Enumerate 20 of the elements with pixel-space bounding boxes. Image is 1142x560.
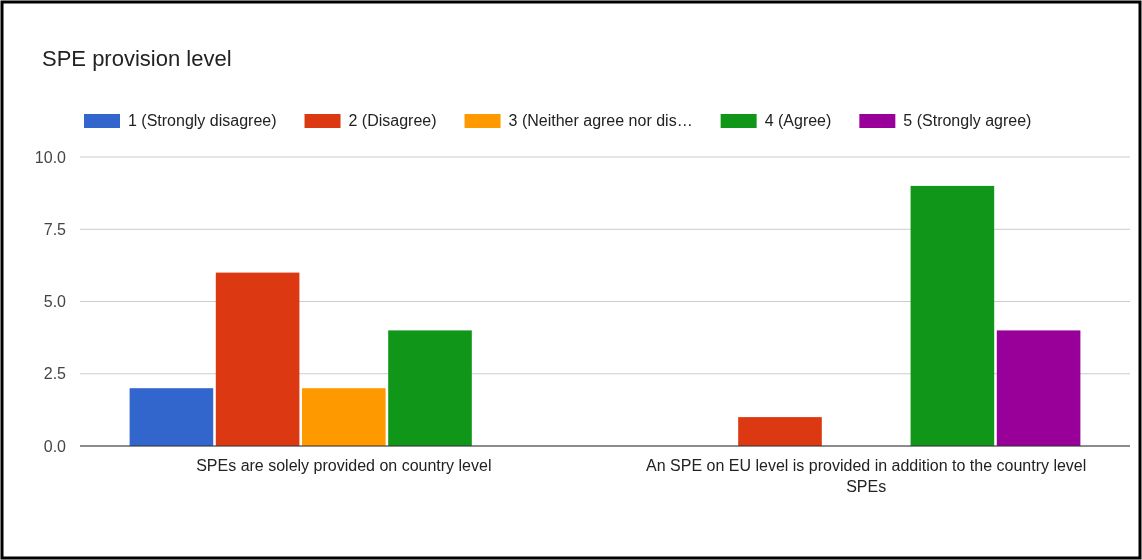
y-tick-label: 2.5	[43, 365, 67, 383]
y-tick-label: 0.0	[43, 437, 67, 455]
legend-label: 1 (Strongly disagree)	[128, 112, 277, 129]
bar	[215, 272, 300, 446]
legend-label: 3 (Neither agree nor dis…	[508, 112, 693, 129]
y-tick-label: 10.0	[34, 148, 67, 166]
bar	[302, 388, 386, 446]
bar	[910, 185, 995, 446]
y-tick-label: 7.5	[43, 220, 67, 238]
x-tick-label: An SPE on EU level is provided in addition to the country level SPEs	[646, 457, 1087, 496]
legend-label: 5 (Strongly agree)	[903, 112, 1032, 129]
bar	[738, 417, 822, 446]
bar	[996, 330, 1081, 446]
bar	[388, 330, 472, 446]
legend-label: 2 (Disagree)	[348, 112, 437, 129]
legend-label: 4 (Agree)	[764, 112, 832, 129]
y-tick-label: 5.0	[43, 293, 67, 311]
chart-title: SPE provision level	[42, 46, 232, 71]
bar	[129, 388, 214, 446]
x-tick-label: SPEs are solely provided on country level	[196, 457, 492, 475]
